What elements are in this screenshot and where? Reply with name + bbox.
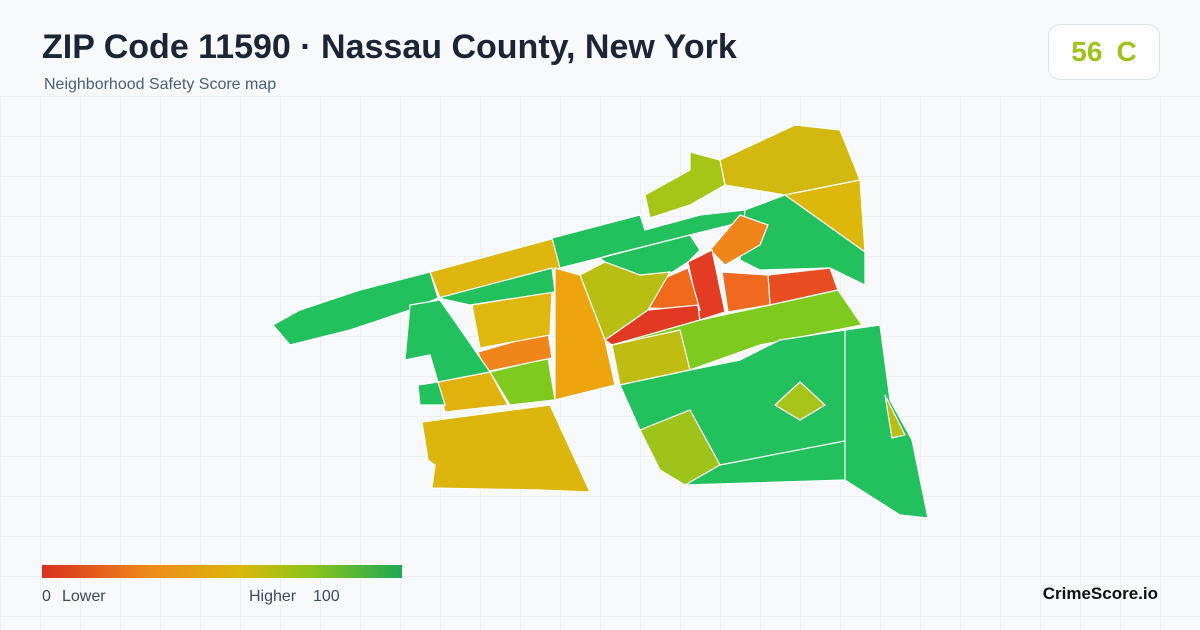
- legend-bar: [42, 565, 402, 578]
- grade: C: [1116, 36, 1137, 67]
- legend-min: 0: [42, 588, 51, 605]
- zip-regions: [272, 124, 929, 519]
- score-badge: 56 C: [1048, 24, 1160, 80]
- score: 56: [1071, 36, 1103, 67]
- brand: CrimeScore.io: [1042, 584, 1158, 603]
- title: ZIP Code 11590 · Nassau County, New York: [42, 28, 737, 66]
- subtitle: Neighborhood Safety Score map: [44, 76, 277, 93]
- legend-min-label: Lower: [62, 588, 106, 605]
- legend-max: 100: [313, 588, 340, 605]
- legend-max-label: Higher: [249, 588, 297, 605]
